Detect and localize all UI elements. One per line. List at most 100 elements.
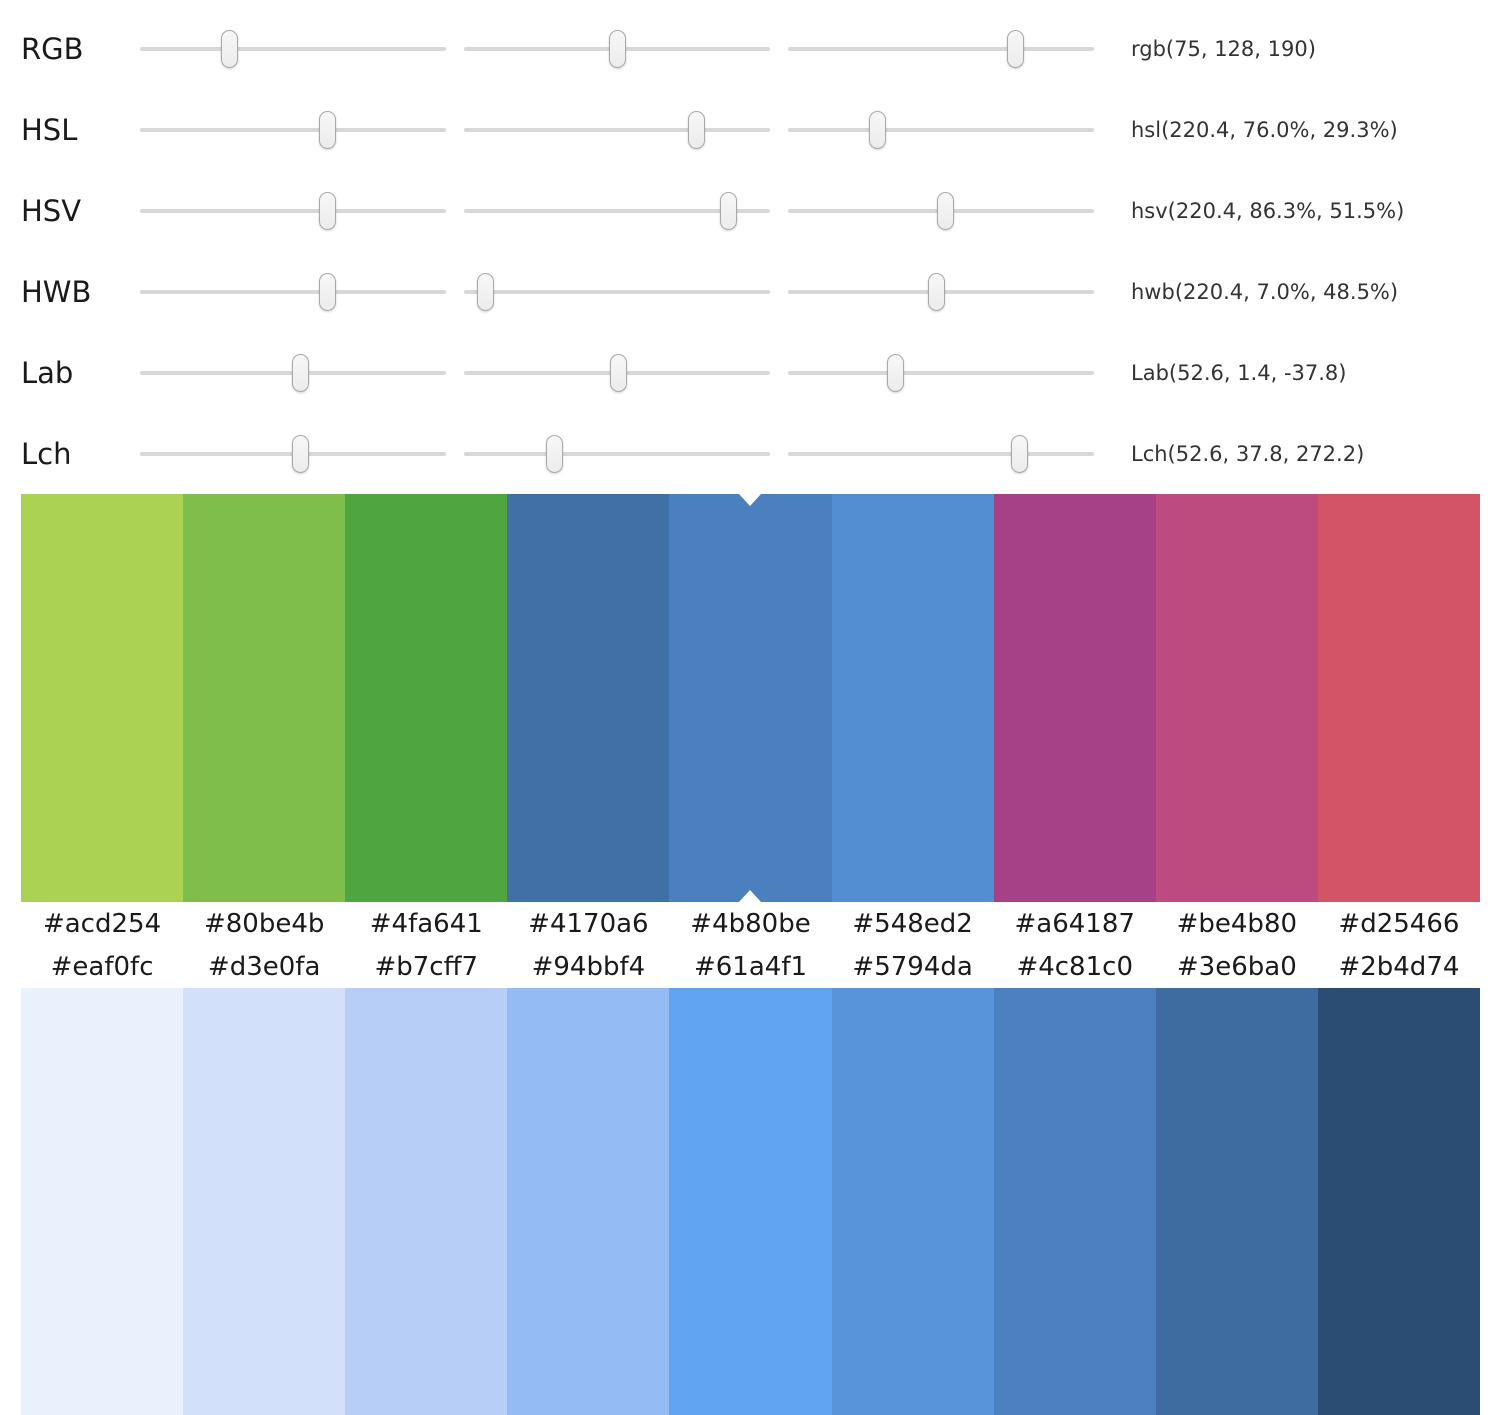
slider-track-line <box>464 127 770 132</box>
slider-track-hwb-3[interactable] <box>788 270 1094 314</box>
palette-swatch[interactable] <box>993 988 1156 1415</box>
slider-track-lch-1[interactable] <box>140 432 446 476</box>
hue-hex-label-row: #acd254 #80be4b #4fa641 #4170a6 #4b80be #548e… <box>21 902 1480 945</box>
shade-palette <box>21 988 1480 1415</box>
slider-thumb[interactable] <box>292 353 310 392</box>
slider-track-hwb-2[interactable] <box>464 270 770 314</box>
slider-track-hsv-2[interactable] <box>464 189 770 233</box>
slider-thumb[interactable] <box>719 191 737 230</box>
slider-row-lch: Lch Lch(52.6, 37.8, 272.2) <box>0 413 1501 494</box>
hex-label: #61a4f1 <box>693 951 808 982</box>
slider-panel: RGB rgb(75, 128, 190) HSL hsl(220.4, 76.0%,… <box>0 0 1501 494</box>
slider-thumb[interactable] <box>318 110 336 149</box>
colorspace-label: RGB <box>21 31 84 66</box>
hex-label: #b7cff7 <box>374 951 479 982</box>
palette-swatch[interactable] <box>183 494 346 902</box>
slider-thumb[interactable] <box>545 434 563 473</box>
hex-label: #acd254 <box>42 908 162 939</box>
slider-track-hsl-1[interactable] <box>140 108 446 152</box>
hex-label: #5794da <box>852 951 973 982</box>
palette-swatch[interactable] <box>669 988 832 1415</box>
slider-thumb[interactable] <box>937 191 955 230</box>
slider-thumb[interactable] <box>869 110 887 149</box>
slider-track-rgb-1[interactable] <box>140 27 446 71</box>
hex-label: #4c81c0 <box>1016 951 1133 982</box>
slider-thumb[interactable] <box>1007 29 1025 68</box>
slider-track-hwb-1[interactable] <box>140 270 446 314</box>
slider-thumb[interactable] <box>476 272 494 311</box>
slider-thumb[interactable] <box>927 272 945 311</box>
color-value-text: hsv(220.4, 86.3%, 51.5%) <box>1131 198 1405 223</box>
slider-thumb[interactable] <box>610 353 628 392</box>
slider-track-hsv-1[interactable] <box>140 189 446 233</box>
hue-palette <box>21 494 1480 902</box>
color-value-text: Lab(52.6, 1.4, -37.8) <box>1131 360 1347 385</box>
hex-label: #d3e0fa <box>207 951 321 982</box>
colorspace-label: HWB <box>21 274 92 309</box>
slider-track-line <box>788 46 1094 51</box>
slider-row-hwb: HWB hwb(220.4, 7.0%, 48.5%) <box>0 251 1501 332</box>
color-value-text: Lch(52.6, 37.8, 272.2) <box>1131 441 1365 466</box>
slider-track-line <box>788 451 1094 456</box>
palette-swatch-selected[interactable] <box>669 494 832 902</box>
slider-thumb[interactable] <box>318 191 336 230</box>
slider-track-line <box>140 208 446 213</box>
colorspace-label: Lab <box>21 355 74 390</box>
selection-notch-bottom-icon <box>739 890 762 902</box>
palette-swatch[interactable] <box>345 988 508 1415</box>
slider-track-lch-2[interactable] <box>464 432 770 476</box>
hex-label: #94bbf4 <box>531 951 646 982</box>
slider-track-line <box>788 127 1094 132</box>
selection-notch-top-icon <box>739 494 762 506</box>
slider-track-line <box>788 370 1094 375</box>
palette-swatch[interactable] <box>1317 988 1480 1415</box>
slider-track-hsl-3[interactable] <box>788 108 1094 152</box>
slider-track-line <box>140 289 446 294</box>
slider-track-rgb-2[interactable] <box>464 27 770 71</box>
slider-track-hsv-3[interactable] <box>788 189 1094 233</box>
hex-label: #a64187 <box>1014 908 1135 939</box>
colorspace-label: HSL <box>21 112 78 147</box>
hex-label: #4fa641 <box>369 908 483 939</box>
slider-thumb[interactable] <box>609 29 627 68</box>
colorspace-label: HSV <box>21 193 82 228</box>
hex-label: #4170a6 <box>528 908 649 939</box>
hex-label: #eaf0fc <box>50 951 154 982</box>
hex-label: #d25466 <box>1338 908 1460 939</box>
palette-swatch[interactable] <box>831 494 994 902</box>
slider-track-line <box>140 46 446 51</box>
palette-swatch[interactable] <box>21 988 184 1415</box>
palette-swatch[interactable] <box>21 494 184 902</box>
palette-swatch[interactable] <box>1317 494 1480 902</box>
slider-thumb[interactable] <box>221 29 239 68</box>
slider-track-lch-3[interactable] <box>788 432 1094 476</box>
palette-swatch[interactable] <box>1155 494 1318 902</box>
slider-thumb[interactable] <box>688 110 706 149</box>
slider-track-line <box>464 451 770 456</box>
palette-swatch[interactable] <box>831 988 994 1415</box>
hex-label: #80be4b <box>203 908 325 939</box>
slider-row-hsl: HSL hsl(220.4, 76.0%, 29.3%) <box>0 89 1501 170</box>
slider-track-lab-1[interactable] <box>140 351 446 395</box>
slider-row-rgb: RGB rgb(75, 128, 190) <box>0 8 1501 89</box>
color-value-text: rgb(75, 128, 190) <box>1131 36 1316 61</box>
slider-row-lab: Lab Lab(52.6, 1.4, -37.8) <box>0 332 1501 413</box>
colorspace-label: Lch <box>21 436 72 471</box>
slider-track-rgb-3[interactable] <box>788 27 1094 71</box>
slider-thumb[interactable] <box>1010 434 1028 473</box>
slider-track-hsl-2[interactable] <box>464 108 770 152</box>
palette-swatch[interactable] <box>183 988 346 1415</box>
hex-label: #2b4d74 <box>1338 951 1460 982</box>
hex-label: #548ed2 <box>852 908 973 939</box>
palette-swatch[interactable] <box>507 494 670 902</box>
palette-swatch[interactable] <box>1155 988 1318 1415</box>
slider-thumb[interactable] <box>318 272 336 311</box>
slider-row-hsv: HSV hsv(220.4, 86.3%, 51.5%) <box>0 170 1501 251</box>
palette-swatch[interactable] <box>345 494 508 902</box>
slider-thumb[interactable] <box>887 353 905 392</box>
palette-swatch[interactable] <box>993 494 1156 902</box>
slider-track-lab-3[interactable] <box>788 351 1094 395</box>
slider-thumb[interactable] <box>292 434 310 473</box>
palette-swatch[interactable] <box>507 988 670 1415</box>
slider-track-lab-2[interactable] <box>464 351 770 395</box>
